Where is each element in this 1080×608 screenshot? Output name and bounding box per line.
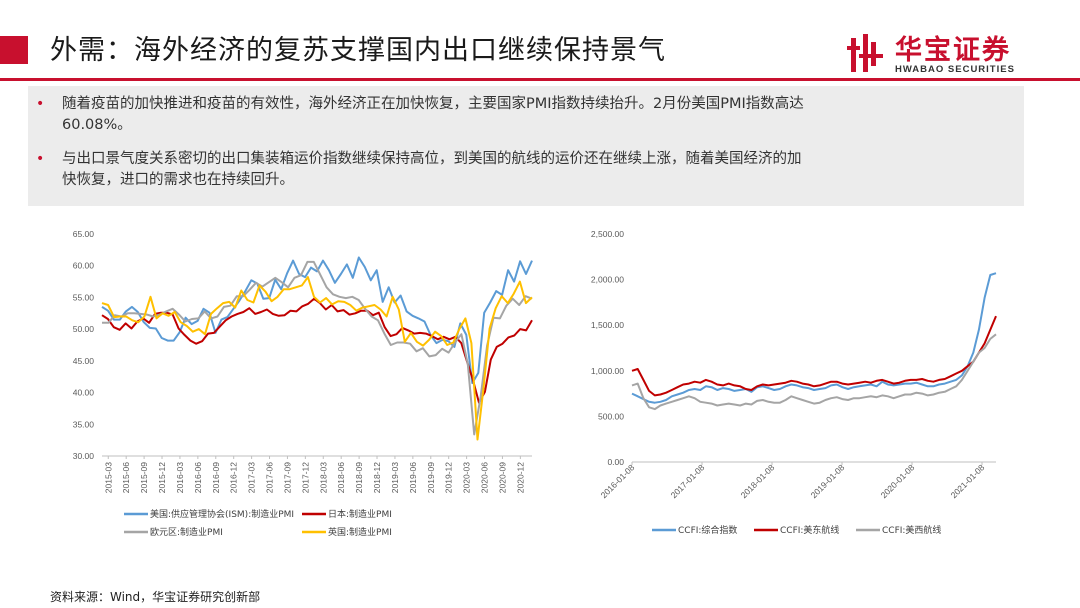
y-tick-label: 60.00 — [73, 261, 95, 271]
x-tick-label: 2018-03 — [318, 462, 328, 493]
x-tick-label: 2015-03 — [103, 462, 113, 493]
x-tick-label: 2020-09 — [497, 462, 507, 493]
x-tick-label: 2015-12 — [157, 462, 167, 493]
y-tick-label: 45.00 — [73, 356, 95, 366]
logo-english-name: HWABAO SECURITIES — [895, 64, 1015, 75]
x-tick-label: 2020-12 — [515, 462, 525, 493]
bullet-1-line-2: 60.08%。 — [62, 117, 132, 133]
x-tick-label: 2015-06 — [121, 462, 131, 493]
bullet-1-line-1: 随着疫苗的加快推进和疫苗的有效性，海外经济正在加快恢复，主要国家PMI指数持续抬… — [62, 96, 804, 112]
series-line-3 — [102, 260, 533, 436]
bullet-dot-icon: • — [36, 151, 45, 167]
x-tick-label: 2019-03 — [390, 462, 400, 493]
series-line-4 — [101, 276, 533, 441]
page-title: 外需：海外经济的复苏支撑国内出口继续保持景气 — [50, 35, 666, 66]
legend-label-1: 美国:供应管理协会(ISM):制造业PMI — [150, 508, 294, 520]
series-line-1 — [631, 272, 997, 404]
x-tick-label: 2017-09 — [282, 462, 292, 493]
y-tick-label: 35.00 — [73, 419, 95, 429]
ccfi-chart: 2,500.00 2,000.00 1,500.00 1,000.00 500.00 0.… — [560, 222, 1030, 552]
x-tick-label: 2018-06 — [336, 462, 346, 493]
y-tick-label: 50.00 — [73, 324, 95, 334]
series-line-1 — [101, 256, 533, 385]
x-tick-label: 2017-06 — [265, 462, 275, 493]
bullet-2-line-1: 与出口景气度关系密切的出口集装箱运价指数继续保持高位，到美国的航线的运价还在继续… — [62, 151, 802, 167]
title-accent-bar — [0, 36, 28, 64]
source-note: 资料来源：Wind，华宝证券研究创新部 — [50, 590, 261, 604]
y-tick-label: 500.00 — [598, 411, 624, 421]
y-tick-label: 0.00 — [607, 457, 624, 467]
y-tick-label: 1,000.00 — [591, 366, 624, 376]
legend-label-3: CCFI:美西航线 — [882, 524, 941, 536]
title-divider — [0, 78, 1080, 81]
x-tick-label: 2016-03 — [175, 462, 185, 493]
x-tick-label: 2020-03 — [462, 462, 472, 493]
y-tick-label: 1,500.00 — [591, 320, 624, 330]
legend-label-3: 欧元区:制造业PMI — [150, 526, 223, 538]
bullet-box: • 随着疫苗的加快推进和疫苗的有效性，海外经济正在加快恢复，主要国家PMI指数持… — [28, 86, 1024, 206]
x-tick-label: 2017-12 — [300, 462, 310, 493]
bullet-2-line-2: 快恢复，进口的需求也在持续回升。 — [62, 172, 294, 188]
legend-label-2: 日本:制造业PMI — [328, 508, 392, 520]
x-tick-label: 2021-01-08 — [949, 462, 987, 500]
y-tick-label: 2,500.00 — [591, 229, 624, 239]
bullet-item-2: • 与出口景气度关系密切的出口集装箱运价指数继续保持高位，到美国的航线的运价还在… — [36, 149, 1012, 191]
x-tick-label: 2016-01-08 — [599, 462, 637, 500]
company-logo: 华宝证券 HWABAO SECURITIES — [845, 28, 1045, 78]
series-line-3 — [631, 333, 997, 411]
bullet-dot-icon: • — [36, 96, 45, 112]
ccfi-chart-svg: 2,500.00 2,000.00 1,500.00 1,000.00 500.00 0.… — [591, 229, 997, 536]
x-tick-label: 2020-06 — [480, 462, 490, 493]
y-tick-label: 65.00 — [73, 229, 95, 239]
legend-label-1: CCFI:综合指数 — [678, 524, 737, 536]
x-tick-label: 2019-12 — [444, 462, 454, 493]
legend-label-4: 英国:制造业PMI — [328, 526, 392, 538]
legend-label-2: CCFI:美东航线 — [780, 524, 839, 536]
x-tick-label: 2016-06 — [193, 462, 203, 493]
hwabao-logo-icon — [847, 34, 883, 72]
x-tick-label: 2016-09 — [211, 462, 221, 493]
pmi-chart-svg: 65.00 60.00 55.00 50.00 45.00 40.00 35.00 30.00… — [73, 229, 533, 538]
x-tick-label: 2018-01-08 — [739, 462, 777, 500]
bullet-item-1: • 随着疫苗的加快推进和疫苗的有效性，海外经济正在加快恢复，主要国家PMI指数持… — [36, 94, 1012, 136]
x-tick-label: 2017-01-08 — [669, 462, 707, 500]
x-tick-label: 2017-03 — [247, 462, 257, 493]
x-tick-label: 2019-06 — [408, 462, 418, 493]
x-tick-label: 2019-09 — [426, 462, 436, 493]
logo-chinese-name: 华宝证券 — [895, 35, 1011, 66]
y-tick-label: 30.00 — [73, 451, 95, 461]
series-line-2 — [631, 315, 997, 397]
x-tick-label: 2018-12 — [372, 462, 382, 493]
y-tick-label: 55.00 — [73, 292, 95, 302]
x-tick-label: 2016-12 — [229, 462, 239, 493]
x-tick-label: 2019-01-08 — [809, 462, 847, 500]
x-tick-label: 2015-09 — [139, 462, 149, 493]
pmi-chart: 65.00 60.00 55.00 50.00 45.00 40.00 35.00 30.00… — [40, 222, 540, 552]
x-tick-label: 2018-09 — [354, 462, 364, 493]
y-tick-label: 40.00 — [73, 388, 95, 398]
x-tick-label: 2020-01-08 — [879, 462, 917, 500]
y-tick-label: 2,000.00 — [591, 275, 624, 285]
